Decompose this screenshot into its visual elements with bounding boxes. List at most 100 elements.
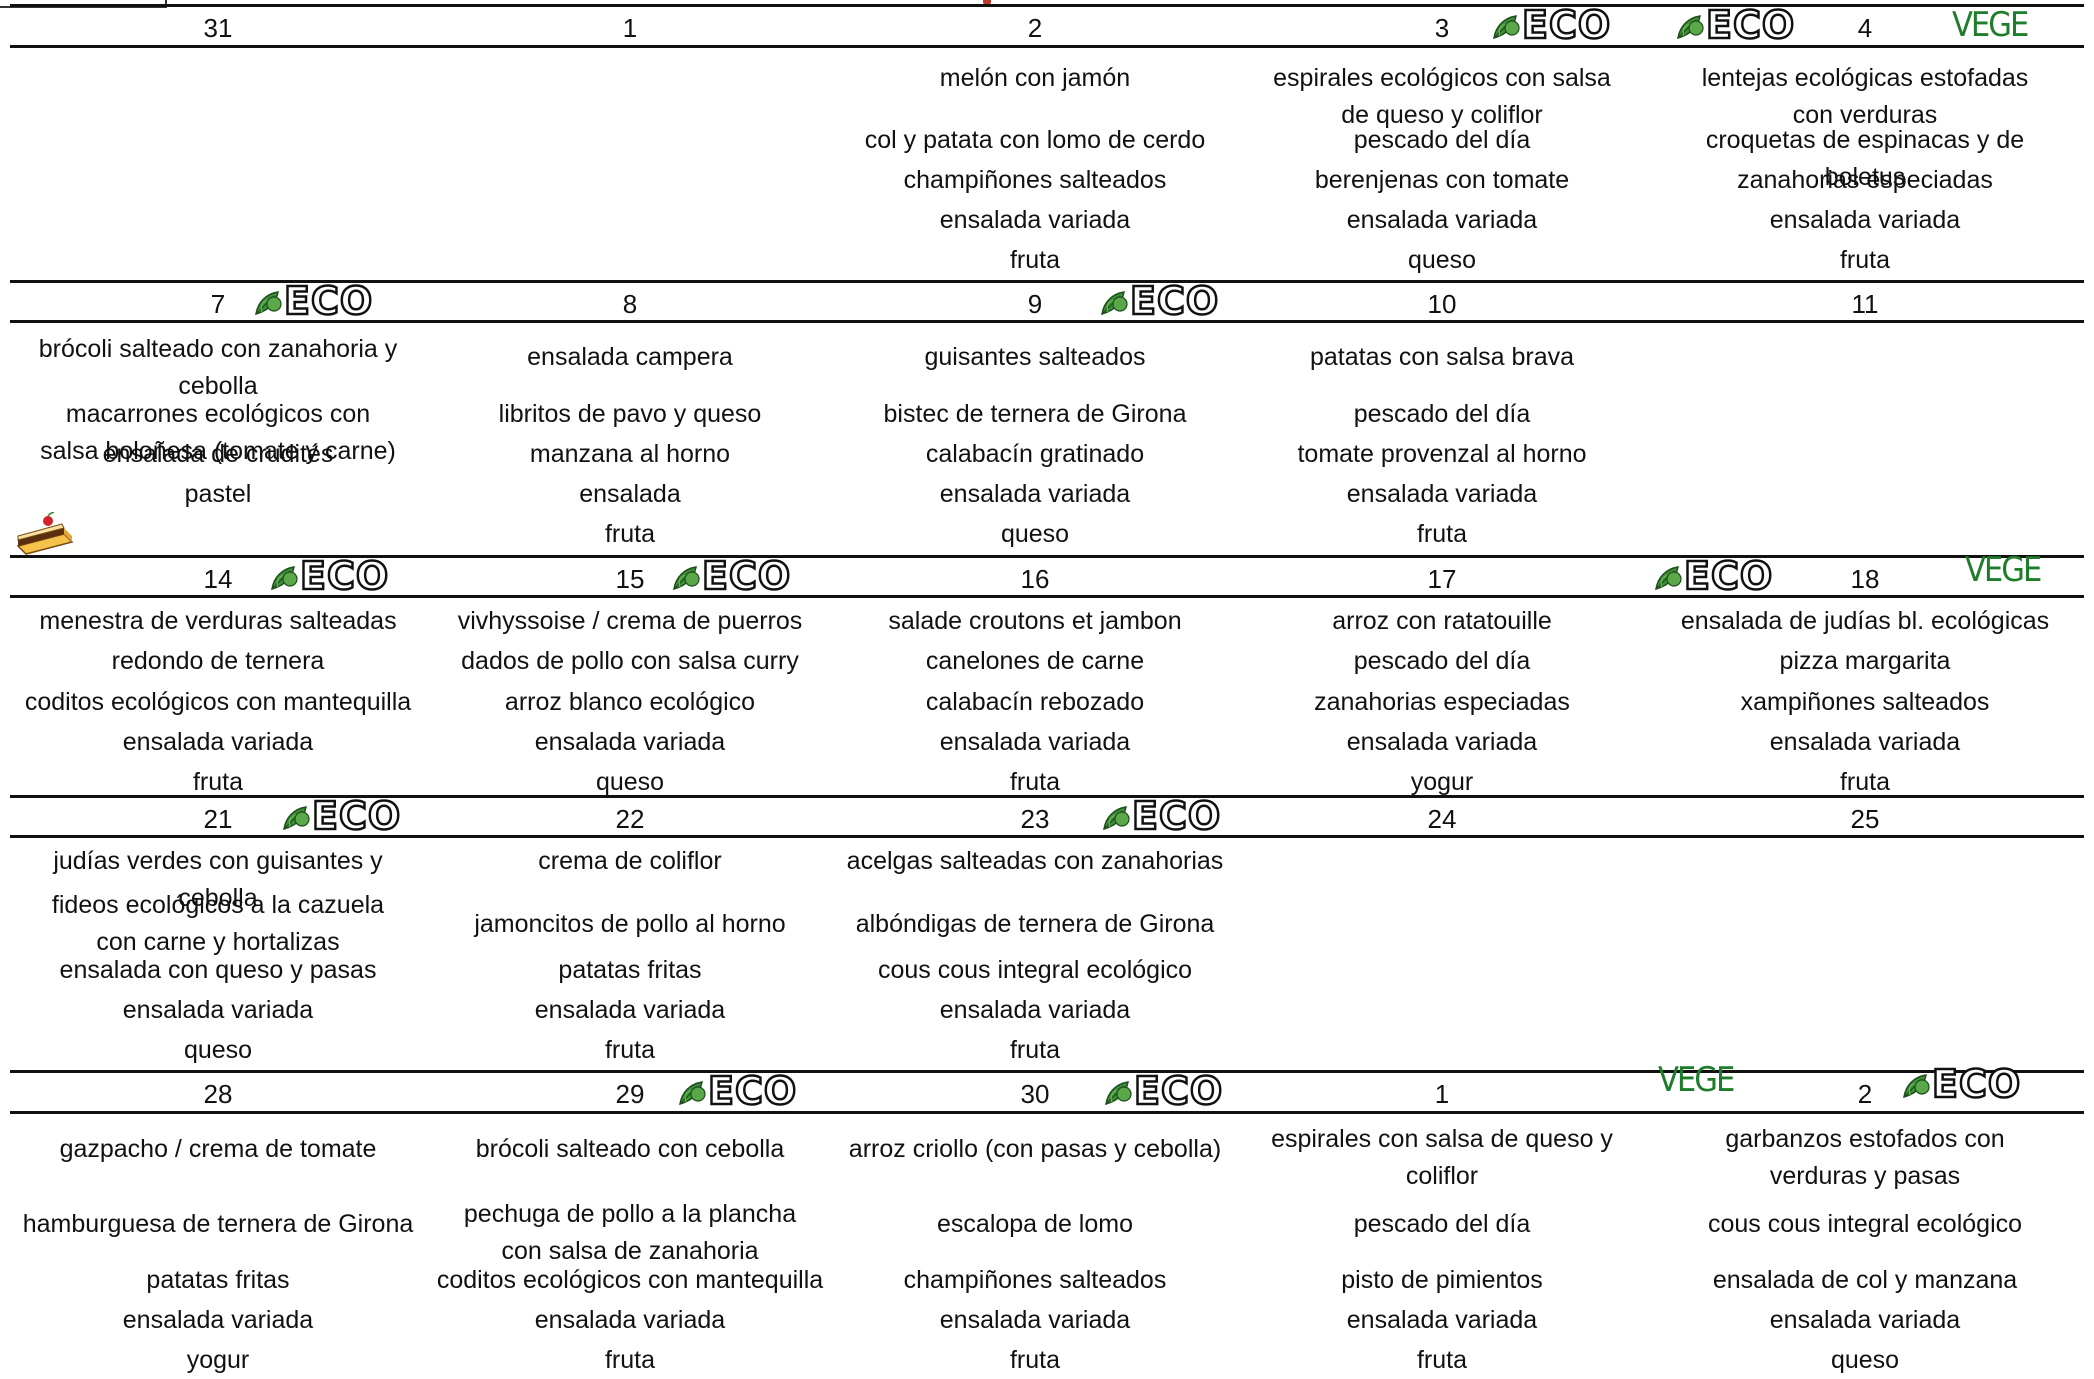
- eco-badge: ECO: [1490, 4, 1611, 46]
- menu-dish: arroz criollo (con pasas y cebolla): [848, 1135, 1222, 1163]
- menu-dish: ensalada variada: [939, 996, 1131, 1024]
- menu-dish: queso: [183, 1036, 253, 1064]
- menu-dish: pastel: [184, 480, 252, 508]
- day-number: 9: [1027, 289, 1043, 319]
- eco-badge: ECO: [280, 794, 402, 838]
- day-number: 11: [1851, 289, 1879, 319]
- menu-dish: pizza margarita: [1779, 647, 1951, 675]
- menu-dish: lentejas ecológicas estofadas con verdur…: [1701, 64, 2029, 129]
- menu-dish: menestra de verduras salteadas: [39, 607, 397, 635]
- menu-dish: fruta: [1009, 1036, 1061, 1064]
- day-number: 3: [1434, 13, 1450, 43]
- day-number: 18: [1850, 564, 1880, 594]
- eco-label: ECO: [299, 554, 390, 598]
- menu-dish: zanahorias especiadas: [1737, 166, 1993, 194]
- menu-dish: arroz con ratatouille: [1332, 607, 1552, 635]
- eco-badge: ECO: [1652, 555, 1773, 597]
- day-number: 2: [1027, 13, 1043, 43]
- menu-dish: fruta: [604, 1036, 656, 1064]
- vege-label: VEGE: [1658, 1060, 1735, 1100]
- menu-dish: acelgas salteadas con zanahorias: [846, 847, 1224, 875]
- menu-dish: calabacín gratinado: [925, 440, 1145, 468]
- week-2-line-1: [10, 280, 2084, 283]
- eco-label: ECO: [1931, 1062, 2022, 1106]
- menu-dish: cous cous integral ecológico: [877, 956, 1193, 984]
- leaf-icon: [676, 1074, 710, 1108]
- eco-badge: ECO: [1098, 280, 1219, 322]
- day-number: 2: [1857, 1079, 1873, 1109]
- day-number: 30: [1020, 1079, 1050, 1109]
- menu-dish: ensalada variada: [534, 728, 726, 756]
- leaf-icon: [670, 559, 704, 593]
- eco-badge: ECO: [676, 1069, 798, 1113]
- leaf-icon: [1490, 8, 1524, 42]
- day-number: 23: [1020, 804, 1050, 834]
- menu-dish: yogur: [1410, 768, 1474, 796]
- menu-dish: espirales con salsa de queso y coliflor: [1271, 1125, 1613, 1190]
- menu-dish: redondo de ternera: [111, 647, 325, 675]
- menu-dish: libritos de pavo y queso: [498, 400, 762, 428]
- menu-dish: ensalada campera: [527, 343, 733, 371]
- eco-label: ECO: [1133, 1069, 1224, 1113]
- leaf-icon: [280, 799, 314, 833]
- menu-dish: fruta: [1839, 768, 1891, 796]
- leaf-icon: [252, 284, 286, 318]
- day-number: 17: [1427, 564, 1457, 594]
- eco-label: ECO: [311, 794, 402, 838]
- menu-dish: fideos ecológicos a la cazuela con carne…: [51, 891, 385, 956]
- week-1-line-1: [10, 4, 2084, 7]
- menu-dish: queso: [1830, 1346, 1900, 1374]
- menu-dish: pechuga de pollo a la plancha con salsa …: [463, 1200, 797, 1265]
- menu-dish: fruta: [604, 520, 656, 548]
- eco-badge: ECO: [1674, 3, 1796, 47]
- eco-badge: ECO: [252, 280, 373, 322]
- week-4-line-1: [10, 795, 2084, 798]
- vege-badge: VEGE: [1965, 550, 2042, 590]
- menu-dish: vivhyssoise / crema de puerros: [457, 607, 803, 635]
- menu-dish: fruta: [604, 1346, 656, 1374]
- eco-label: ECO: [707, 1069, 798, 1113]
- menu-dish: ensalada variada: [122, 996, 314, 1024]
- menu-dish: guisantes salteados: [924, 343, 1146, 371]
- day-number: 4: [1857, 13, 1873, 43]
- menu-dish: coditos ecológicos con mantequilla: [24, 688, 412, 716]
- week-4-line-2: [10, 835, 2084, 838]
- menu-dish: patatas con salsa brava: [1309, 343, 1575, 371]
- eco-label: ECO: [1131, 794, 1222, 838]
- menu-dish: pisto de pimientos: [1341, 1266, 1543, 1294]
- menu-dish: champiñones salteados: [903, 166, 1167, 194]
- menu-dish: jamoncitos de pollo al horno: [474, 910, 786, 938]
- menu-dish: ensalada de judías bl. ecológicas: [1680, 607, 2050, 635]
- menu-dish: croquetas de espinacas y de boletus: [1705, 126, 2025, 191]
- menu-dish: espirales ecológicos con salsa de queso …: [1273, 64, 1611, 129]
- cake-icon: [14, 511, 78, 556]
- menu-dish: ensalada variada: [1769, 206, 1961, 234]
- leaf-icon: [268, 559, 302, 593]
- eco-label: ECO: [1705, 3, 1796, 47]
- menu-dish: crema de coliflor: [538, 847, 722, 875]
- week-5-line-1: [10, 1070, 2084, 1073]
- menu-dish: queso: [1000, 520, 1070, 548]
- menu-dish: fruta: [1009, 246, 1061, 274]
- menu-dish: garbanzos estofados con verduras y pasas: [1725, 1125, 2005, 1190]
- vege-badge: VEGE: [1952, 5, 2029, 45]
- eco-label: ECO: [701, 554, 792, 598]
- menu-dish: fruta: [1009, 768, 1061, 796]
- day-number: 7: [210, 289, 226, 319]
- menu-dish: pescado del día: [1353, 400, 1531, 428]
- day-number: 14: [203, 564, 233, 594]
- menu-dish: manzana al horno: [529, 440, 731, 468]
- menu-dish: patatas fritas: [558, 956, 702, 984]
- day-number: 16: [1020, 564, 1050, 594]
- menu-dish: yogur: [186, 1346, 250, 1374]
- day-number: 8: [622, 289, 638, 319]
- day-number: 10: [1427, 289, 1457, 319]
- header-remnant-mark: [983, 0, 991, 5]
- menu-dish: fruta: [1416, 520, 1468, 548]
- menu-dish: ensalada variada: [1346, 1306, 1538, 1334]
- menu-dish: escalopa de lomo: [937, 1210, 1133, 1238]
- menu-dish: pescado del día: [1353, 647, 1531, 675]
- menu-dish: berenjenas con tomate: [1314, 166, 1570, 194]
- menu-dish: arroz blanco ecológico: [504, 688, 756, 716]
- menu-dish: brócoli salteado con zanahoria y cebolla: [38, 335, 398, 400]
